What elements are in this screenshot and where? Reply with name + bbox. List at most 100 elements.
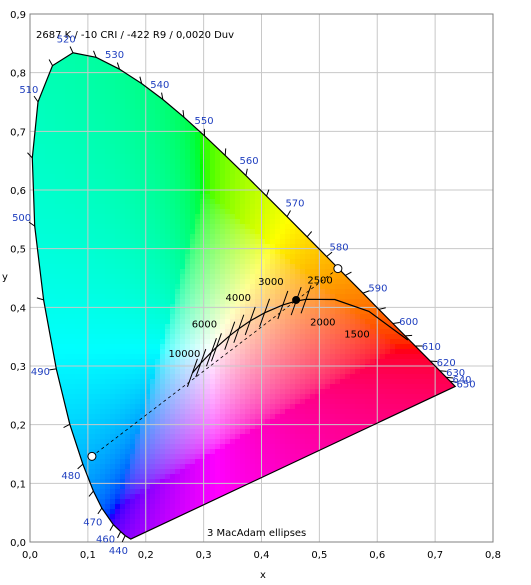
gamut-cell (170, 264, 176, 270)
gamut-cell (155, 199, 161, 205)
gamut-cell (155, 134, 161, 140)
gamut-cell (100, 409, 106, 415)
gamut-cell (365, 299, 371, 305)
gamut-cell (335, 369, 341, 375)
gamut-cell (180, 434, 186, 440)
gamut-cell (175, 224, 181, 230)
gamut-cell (125, 134, 131, 140)
gamut-cell (115, 254, 121, 260)
gamut-cell (45, 289, 51, 295)
gamut-cell (135, 299, 141, 305)
gamut-cell (190, 439, 196, 445)
gamut-cell (370, 414, 376, 420)
gamut-cell (245, 409, 251, 415)
gamut-cell (275, 399, 281, 405)
gamut-cell (220, 414, 226, 420)
gamut-cell (100, 319, 106, 325)
gamut-cell (180, 289, 186, 295)
gamut-cell (55, 169, 61, 175)
gamut-cell (170, 434, 176, 440)
gamut-cell (60, 354, 66, 360)
gamut-cell (305, 249, 311, 255)
gamut-cell (135, 229, 141, 235)
gamut-cell (210, 409, 216, 415)
gamut-cell (125, 179, 131, 185)
gamut-cell (190, 204, 196, 210)
gamut-cell (265, 404, 271, 410)
gamut-cell (175, 199, 181, 205)
gamut-cell (165, 154, 171, 160)
gamut-cell (200, 339, 206, 345)
gamut-cell (170, 349, 176, 355)
gamut-cell (170, 239, 176, 245)
gamut-cell (265, 289, 271, 295)
gamut-cell (75, 104, 81, 110)
gamut-cell (190, 144, 196, 150)
gamut-cell (180, 359, 186, 365)
gamut-cell (270, 424, 276, 430)
gamut-cell (310, 339, 316, 345)
gamut-cell (150, 339, 156, 345)
gamut-cell (60, 149, 66, 155)
gamut-cell (170, 174, 176, 180)
gamut-cell (260, 304, 266, 310)
gamut-cell (170, 109, 176, 115)
gamut-cell (300, 239, 306, 245)
gamut-cell (360, 329, 366, 335)
gamut-cell (200, 349, 206, 355)
gamut-cell (115, 324, 121, 330)
gamut-cell (220, 394, 226, 400)
gamut-cell (175, 359, 181, 365)
gamut-cell (180, 214, 186, 220)
gamut-cell (355, 394, 361, 400)
gamut-cell (155, 99, 161, 105)
gamut-cell (115, 334, 121, 340)
gamut-cell (235, 334, 241, 340)
gamut-cell (55, 164, 61, 170)
gamut-cell (65, 409, 71, 415)
gamut-cell (265, 379, 271, 385)
gamut-cell (235, 434, 241, 440)
gamut-cell (340, 324, 346, 330)
gamut-cell (150, 369, 156, 375)
gamut-cell (100, 404, 106, 410)
gamut-cell (80, 144, 86, 150)
gamut-cell (155, 154, 161, 160)
gamut-cell (180, 199, 186, 205)
gamut-cell (110, 144, 116, 150)
gamut-cell (115, 289, 121, 295)
gamut-cell (80, 59, 86, 65)
gamut-cell (105, 344, 111, 350)
gamut-cell (180, 219, 186, 225)
gamut-cell (130, 169, 136, 175)
gamut-cell (175, 204, 181, 210)
gamut-cell (175, 339, 181, 345)
gamut-cell (435, 374, 441, 380)
gamut-cell (225, 329, 231, 335)
gamut-cell (270, 399, 276, 405)
gamut-cell (125, 94, 131, 100)
gamut-cell (205, 189, 211, 195)
gamut-cell (105, 389, 111, 395)
gamut-cell (135, 104, 141, 110)
gamut-cell (140, 284, 146, 290)
gamut-cell (100, 69, 106, 75)
gamut-cell (365, 364, 371, 370)
gamut-cell (195, 329, 201, 335)
gamut-cell (270, 214, 276, 220)
gamut-cell (115, 249, 121, 255)
gamut-cell (305, 379, 311, 385)
gamut-cell (190, 359, 196, 365)
gamut-cell (155, 239, 161, 245)
gamut-cell (90, 174, 96, 180)
gamut-cell (160, 264, 166, 270)
gamut-cell (55, 314, 61, 320)
gamut-cell (320, 434, 326, 440)
gamut-cell (145, 304, 151, 310)
gamut-cell (40, 114, 46, 120)
gamut-cell (165, 149, 171, 155)
gamut-cell (185, 229, 191, 235)
gamut-cell (230, 369, 236, 375)
gamut-cell (135, 329, 141, 335)
gamut-cell (155, 274, 161, 280)
